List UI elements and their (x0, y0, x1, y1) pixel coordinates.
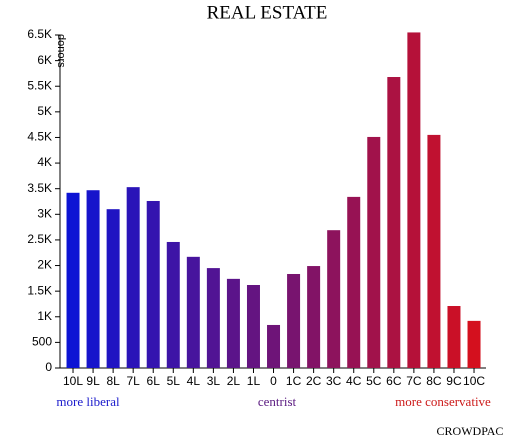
y-tick-label: 1K (37, 309, 52, 323)
bar (467, 320, 481, 368)
bar (186, 256, 200, 368)
bar (387, 77, 401, 369)
y-tick-label: 3.5K (27, 181, 52, 195)
source: CROWDPAC (437, 424, 504, 438)
x-tick-label: 10L (63, 374, 83, 388)
bar (267, 324, 281, 368)
x-tick-label: 5L (167, 374, 181, 388)
chart-title: REAL ESTATE (207, 2, 328, 23)
y-axis-label: donors (55, 34, 67, 68)
x-tick-label: 1C (286, 374, 302, 388)
bar (327, 230, 341, 368)
bar (126, 187, 140, 368)
x-tick-label: 9C (446, 374, 462, 388)
bar (86, 190, 100, 368)
x-tick-label: 3C (326, 374, 342, 388)
x-tick-label: 7L (126, 374, 140, 388)
y-tick-label: 2K (37, 258, 52, 272)
bar (106, 209, 120, 368)
bar (407, 32, 421, 368)
x-tick-label: 4L (187, 374, 201, 388)
x-tick-label: 6L (147, 374, 161, 388)
y-tick-label: 6K (37, 53, 52, 67)
bar (246, 285, 260, 368)
y-tick-label: 500 (32, 335, 52, 349)
bar (146, 200, 160, 368)
bar (287, 273, 301, 368)
bar (307, 266, 321, 368)
x-tick-label: 5C (366, 374, 382, 388)
bar (447, 306, 461, 368)
x-tick-label: 10C (463, 374, 485, 388)
x-tick-label: 2L (227, 374, 241, 388)
y-tick-label: 2.5K (27, 232, 52, 246)
y-tick-label: 4.5K (27, 130, 52, 144)
x-tick-label: 4C (346, 374, 362, 388)
x-tick-label: 9L (86, 374, 100, 388)
bar (206, 268, 220, 368)
y-tick-label: 5K (37, 104, 52, 118)
x-tick-label: 8C (426, 374, 442, 388)
bar (166, 241, 180, 368)
y-tick-label: 6.5K (27, 27, 52, 41)
annotation: centrist (258, 394, 297, 409)
x-tick-label: 2C (306, 374, 322, 388)
x-tick-label: 3L (207, 374, 221, 388)
annotation: more liberal (56, 394, 120, 409)
bar (427, 134, 441, 368)
x-tick-label: 7C (406, 374, 422, 388)
x-tick-label: 6C (386, 374, 402, 388)
annotation: more conservative (395, 394, 491, 409)
bar (367, 136, 381, 368)
x-tick-label: 1L (247, 374, 261, 388)
y-tick-label: 0 (45, 360, 52, 374)
y-tick-label: 5.5K (27, 78, 52, 92)
y-tick-label: 4K (37, 155, 52, 169)
y-tick-label: 3K (37, 206, 52, 220)
x-tick-label: 8L (106, 374, 120, 388)
bar (347, 196, 361, 368)
x-tick-label: 0 (270, 374, 277, 388)
bar (226, 278, 240, 368)
y-tick-label: 1.5K (27, 283, 52, 297)
bar (66, 192, 80, 368)
